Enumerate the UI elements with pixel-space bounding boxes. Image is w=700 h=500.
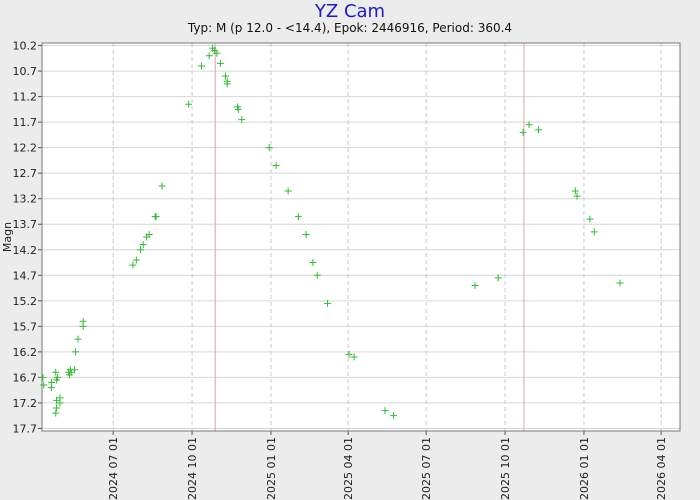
data-point <box>519 128 527 136</box>
chart-subtitle: Typ: M (p 12.0 - <14.4), Epok: 2446916, … <box>187 21 513 35</box>
data-point <box>185 100 193 108</box>
y-tick-label: 12.7 <box>13 167 38 180</box>
data-point <box>265 144 273 152</box>
x-tick-label: 2025 01 01 <box>265 437 278 500</box>
data-point <box>52 368 60 376</box>
data-point <box>223 80 231 88</box>
y-tick-label: 14.2 <box>13 244 38 257</box>
data-point <box>294 213 302 221</box>
data-points <box>39 44 624 420</box>
data-point <box>40 381 48 389</box>
x-tick-label: 2024 07 01 <box>107 437 120 500</box>
y-tick-label: 17.7 <box>13 422 38 435</box>
x-tick-label: 2026 04 01 <box>655 437 668 500</box>
x-tick-label: 2025 04 01 <box>342 437 355 500</box>
data-point <box>390 412 398 420</box>
y-tick-label: 14.7 <box>13 269 38 282</box>
data-point <box>52 409 60 417</box>
data-point <box>272 162 280 170</box>
data-point <box>345 350 353 358</box>
data-point <box>205 52 213 60</box>
data-point <box>158 182 166 190</box>
y-tick-label: 12.2 <box>13 142 38 155</box>
y-axis-label: Magn <box>1 222 14 252</box>
x-tick-label: 2025 07 01 <box>420 437 433 500</box>
data-point <box>590 228 598 236</box>
data-point <box>74 335 82 343</box>
data-point <box>213 49 221 57</box>
y-tick-label: 10.7 <box>13 65 38 78</box>
y-tick-label: 11.7 <box>13 116 38 129</box>
y-tick-label: 13.7 <box>13 218 38 231</box>
data-point <box>309 259 317 267</box>
data-point <box>222 72 230 80</box>
data-point <box>535 126 543 134</box>
data-point <box>47 379 55 386</box>
data-point <box>39 373 47 381</box>
y-tick-label: 15.7 <box>13 320 38 333</box>
x-tick-label: 2024 10 01 <box>186 437 199 500</box>
data-point <box>284 187 292 195</box>
data-point <box>302 230 310 238</box>
data-point <box>586 215 594 223</box>
data-point <box>494 274 502 282</box>
data-point <box>571 187 579 195</box>
x-tick-label: 2025 10 01 <box>499 437 512 500</box>
data-point <box>71 366 79 374</box>
data-point <box>71 348 79 356</box>
data-point <box>152 213 160 221</box>
data-point <box>381 407 389 415</box>
y-tick-label: 16.7 <box>13 371 38 384</box>
x-tick-label: 2026 01 01 <box>578 437 591 500</box>
data-point <box>53 404 61 412</box>
data-point <box>216 59 224 67</box>
data-point <box>145 230 153 238</box>
data-point <box>525 121 533 129</box>
y-tick-label: 10.2 <box>13 40 38 53</box>
y-tick-label: 17.2 <box>13 397 38 410</box>
plot-frame <box>41 42 681 432</box>
y-tick-label: 15.2 <box>13 295 38 308</box>
data-point <box>129 261 137 269</box>
y-tick-label: 11.2 <box>13 91 38 104</box>
data-point <box>79 317 87 325</box>
data-point <box>132 256 140 264</box>
data-point <box>350 353 358 361</box>
data-point <box>139 241 147 249</box>
data-point <box>53 373 61 381</box>
chart-title: YZ Cam <box>314 1 386 22</box>
data-point <box>324 299 332 307</box>
data-point <box>573 192 581 200</box>
data-point <box>137 246 145 254</box>
data-point <box>616 279 624 287</box>
y-tick-label: 13.2 <box>13 193 38 206</box>
data-point <box>234 105 242 113</box>
data-point <box>198 62 205 70</box>
data-point <box>238 116 246 124</box>
data-point <box>471 282 479 289</box>
y-tick-label: 16.2 <box>13 346 38 359</box>
data-point <box>313 271 321 279</box>
data-point <box>56 394 64 402</box>
